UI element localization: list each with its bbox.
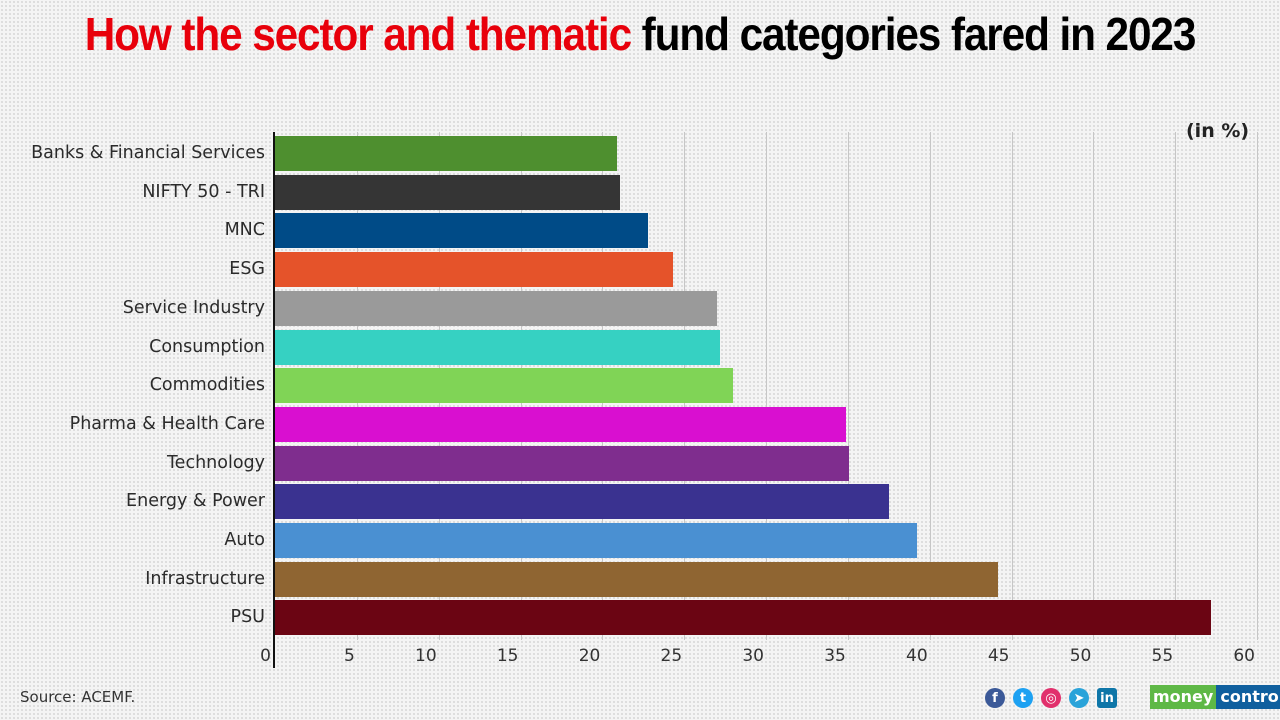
gridline <box>1175 132 1177 640</box>
x-tick-label: 40 <box>906 646 928 666</box>
category-label: Infrastructure <box>145 568 265 589</box>
x-tick-label: 45 <box>987 646 1010 666</box>
x-tick-label: 35 <box>824 646 846 666</box>
x-tick-label: 60 <box>1233 646 1255 666</box>
bar <box>275 368 734 404</box>
x-tick-label: 55 <box>1151 646 1174 666</box>
bar <box>275 252 673 288</box>
title-highlight: How the sector and thematic <box>84 8 632 60</box>
bar <box>275 484 889 520</box>
logo-part-2: control <box>1216 685 1280 709</box>
category-label: Energy & Power <box>126 491 265 512</box>
gridline <box>847 132 849 640</box>
bar <box>275 600 1212 636</box>
twitter-icon[interactable]: t <box>1013 688 1033 708</box>
bar <box>275 445 850 481</box>
bar <box>275 523 917 558</box>
x-tick-label: 50 <box>1069 646 1092 666</box>
bar <box>275 213 649 249</box>
bar <box>275 406 847 442</box>
category-label: Commodities <box>149 375 265 396</box>
x-tick-label: 5 <box>344 646 355 666</box>
social-icons: f t ◎ ➤ in <box>985 688 1117 708</box>
bar <box>275 290 717 326</box>
x-tick-label: 30 <box>742 646 764 666</box>
gridline <box>929 132 931 640</box>
x-tick-label: 10 <box>415 646 437 666</box>
bar <box>275 561 999 597</box>
logo-part-1: money <box>1150 685 1217 709</box>
gridline <box>1011 132 1013 640</box>
instagram-icon[interactable]: ◎ <box>1041 688 1061 708</box>
category-label: NIFTY 50 - TRI <box>142 181 265 202</box>
bar <box>275 136 618 171</box>
plot-area <box>275 132 1258 640</box>
category-label: Consumption <box>149 336 265 357</box>
source-note: Source: ACEMF. <box>20 688 136 706</box>
bar <box>275 329 721 365</box>
x-tick-label: 0 <box>260 646 271 666</box>
category-label: Pharma & Health Care <box>69 413 265 434</box>
category-label: Service Industry <box>122 297 265 318</box>
facebook-icon[interactable]: f <box>985 688 1005 708</box>
title-rest: fund categories fared in 2023 <box>631 8 1197 60</box>
category-label: MNC <box>224 220 265 241</box>
unit-label: (in %) <box>1186 120 1250 142</box>
category-label: Auto <box>224 530 265 550</box>
gridline <box>1093 132 1095 640</box>
telegram-icon[interactable]: ➤ <box>1069 688 1089 708</box>
category-label: PSU <box>230 607 265 628</box>
category-label: Technology <box>166 452 265 473</box>
linkedin-icon[interactable]: in <box>1097 688 1117 708</box>
category-label: ESG <box>229 259 265 280</box>
y-axis-line <box>273 132 275 668</box>
x-tick-label: 25 <box>660 646 683 666</box>
moneycontrol-logo[interactable]: money control <box>1150 685 1280 709</box>
x-tick-label: 15 <box>496 646 519 666</box>
category-label: Banks & Financial Services <box>31 143 265 163</box>
bar <box>275 174 621 210</box>
gridline <box>1257 132 1258 640</box>
chart-title: How the sector and thematic fund categor… <box>51 8 1229 60</box>
gridline <box>766 132 767 640</box>
x-tick-label: 20 <box>578 646 601 666</box>
